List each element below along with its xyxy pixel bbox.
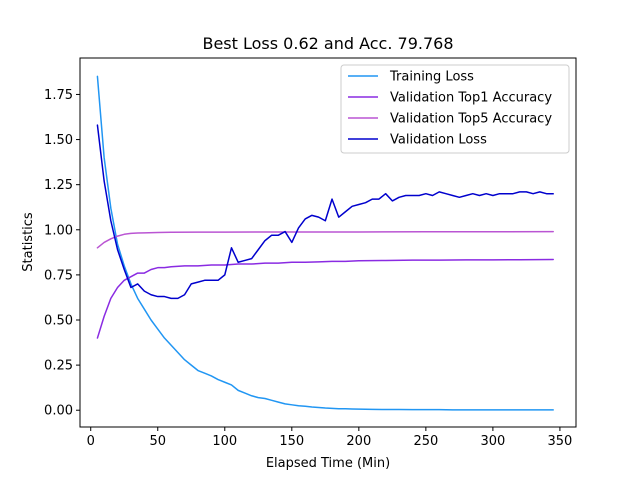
legend-label: Training Loss <box>389 70 474 85</box>
x-axis: 0 50 100 150 200 250 300 350 <box>87 427 572 449</box>
legend-label: Validation Top5 Accuracy <box>390 112 552 127</box>
y-tick-label: 0.50 <box>44 313 73 328</box>
x-tick-label: 0 <box>87 434 95 449</box>
x-tick-label: 200 <box>346 434 371 449</box>
y-tick-label: 0.25 <box>44 359 73 374</box>
series-layer <box>96 75 554 411</box>
x-tick-label: 300 <box>480 434 505 449</box>
y-tick-label: 0.75 <box>44 268 73 283</box>
legend-label: Validation Top1 Accuracy <box>390 91 552 106</box>
series-line-validation-top1-accuracy <box>96 258 554 339</box>
y-axis-label: Statistics <box>21 212 36 272</box>
x-tick-label: 250 <box>413 434 438 449</box>
legend-box <box>340 64 570 154</box>
y-tick-label: 1.50 <box>44 133 73 148</box>
x-tick-label: 100 <box>212 434 237 449</box>
x-axis-label: Elapsed Time (Min) <box>266 456 390 471</box>
y-tick-label: 1.75 <box>44 88 73 103</box>
series-line-training-loss <box>96 75 554 411</box>
plot-area: 0 50 100 150 200 250 300 350 0.00 0.25 0.50 0.75 1.… <box>44 57 577 449</box>
legend-items: Training Loss Validation Top1 Accuracy Val… <box>348 70 552 148</box>
series-line-validation-loss <box>96 124 554 300</box>
x-tick-label: 150 <box>279 434 304 449</box>
y-tick-label: 1.00 <box>44 223 73 238</box>
axes-frame <box>79 57 577 428</box>
legend: Training Loss Validation Top1 Accuracy Val… <box>340 64 570 154</box>
y-axis: 0.00 0.25 0.50 0.75 1.00 1.25 1.50 1.75 <box>44 88 80 419</box>
chart-title: Best Loss 0.62 and Acc. 79.768 <box>202 34 453 53</box>
x-tick-label: 50 <box>149 434 166 449</box>
legend-label: Validation Loss <box>390 133 487 148</box>
y-tick-label: 0.00 <box>44 404 73 419</box>
y-tick-label: 1.25 <box>44 178 73 193</box>
x-tick-label: 350 <box>547 434 572 449</box>
